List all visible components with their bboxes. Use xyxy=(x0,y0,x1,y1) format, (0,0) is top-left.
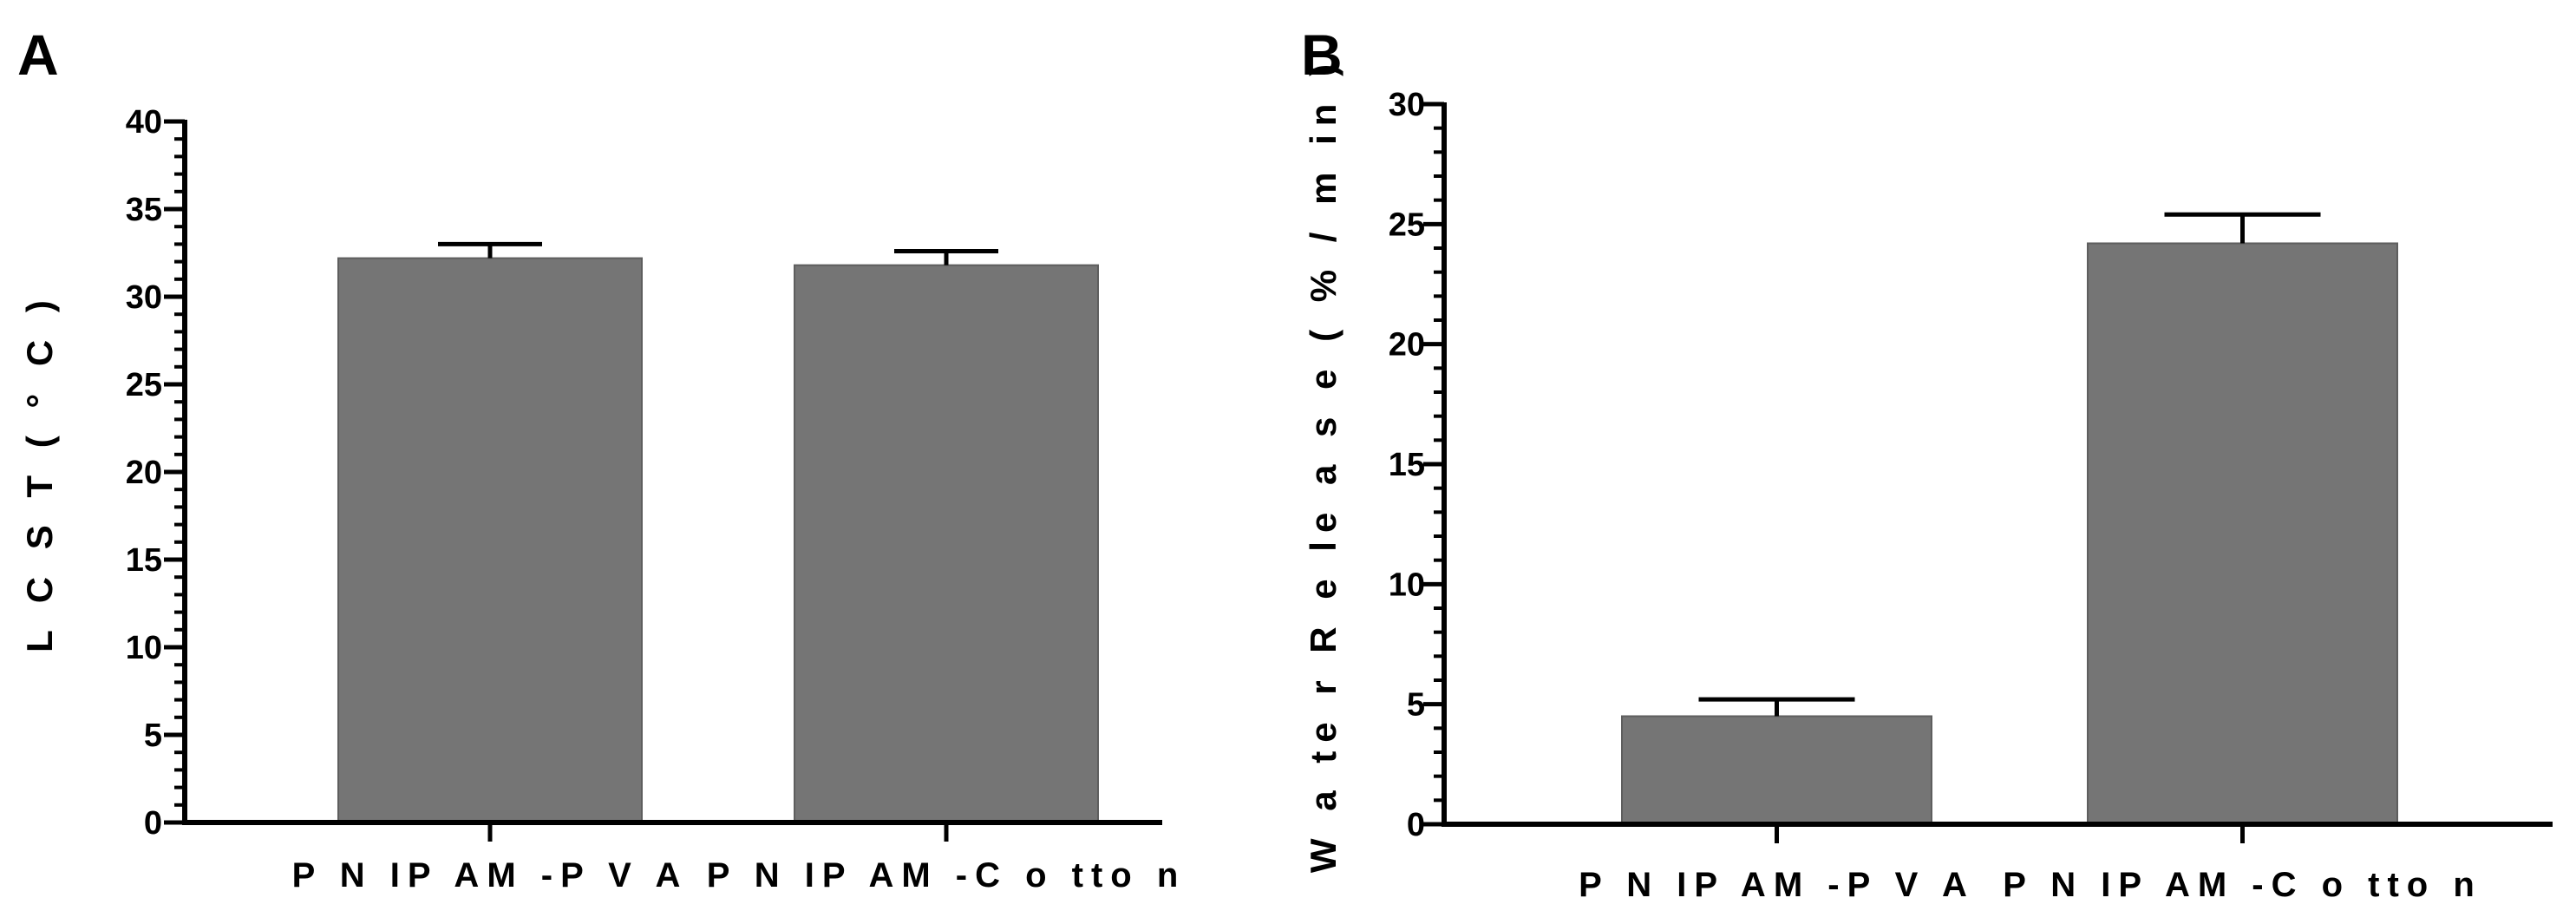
panel-b-x-axis xyxy=(1442,822,2553,843)
panel-a-y-tick-label: 30 xyxy=(126,279,162,316)
panel-b-category-labels: P N IP AM -P V A P N IP AM -C o tto n xyxy=(1579,866,2482,904)
panel-a-y-axis-title: L C S T ( ° C ) xyxy=(19,292,60,652)
panel-a-x-axis xyxy=(182,820,1162,842)
panel-b-y-tick-label: 25 xyxy=(1389,206,1425,243)
panel-b-bar xyxy=(2087,242,2398,825)
panel-b-y-tick-label: 15 xyxy=(1389,447,1425,483)
panel-a-y-axis: 0 5 10 15 20 25 30 35 40 xyxy=(126,104,187,842)
panel-a-letter: A xyxy=(17,23,59,87)
panel-a-category-label: P N IP AM -C o tto n xyxy=(707,856,1187,895)
panel-a-y-tick-label: 15 xyxy=(126,542,162,579)
panel-b-y-tick-label: 30 xyxy=(1389,87,1425,123)
panel-a-y-tick-label: 25 xyxy=(126,367,162,403)
panel-b-bars xyxy=(1621,212,2398,825)
panel-b-category-label: P N IP AM -P V A xyxy=(1579,866,1975,904)
panel-a-y-tick-label: 40 xyxy=(126,104,162,141)
panel-a-chart: A L C S T ( ° C ) 0 5 10 15 20 25 30 35 40 P N I… xyxy=(17,23,1187,895)
panel-b-bar xyxy=(1621,715,1932,825)
panel-a-y-tick-label: 10 xyxy=(126,630,162,666)
panel-b-y-tick-label: 10 xyxy=(1389,567,1425,603)
panel-a-y-tick-label: 5 xyxy=(144,718,162,754)
panel-b-y-tick-label: 0 xyxy=(1407,807,1425,843)
panel-a-bar xyxy=(337,257,643,823)
panel-a-y-tick-label: 20 xyxy=(126,455,162,491)
panel-b-category-label: P N IP AM -C o tto n xyxy=(2003,866,2482,904)
panel-a-category-label: P N IP AM -P V A xyxy=(292,856,689,895)
panel-a-bars xyxy=(337,241,1099,823)
panel-b-letter: B xyxy=(1301,23,1343,87)
panel-a-y-tick-label: 0 xyxy=(144,805,162,842)
panel-a-y-tick-label: 35 xyxy=(126,192,162,228)
panel-b-y-tick-label: 20 xyxy=(1389,327,1425,364)
panel-b-y-axis-title: W a te r R e le a s e ( % / m in ) xyxy=(1303,56,1344,873)
panel-b-y-tick-label: 5 xyxy=(1407,687,1425,724)
panel-a-bar xyxy=(794,264,1099,823)
panel-a-category-labels: P N IP AM -P V A P N IP AM -C o tto n xyxy=(292,856,1187,895)
panel-b-y-axis: 0 5 10 15 20 25 30 xyxy=(1389,87,1447,843)
panel-b-chart: B W a te r R e le a s e ( % / m in ) 0 5 1… xyxy=(1301,23,2553,904)
